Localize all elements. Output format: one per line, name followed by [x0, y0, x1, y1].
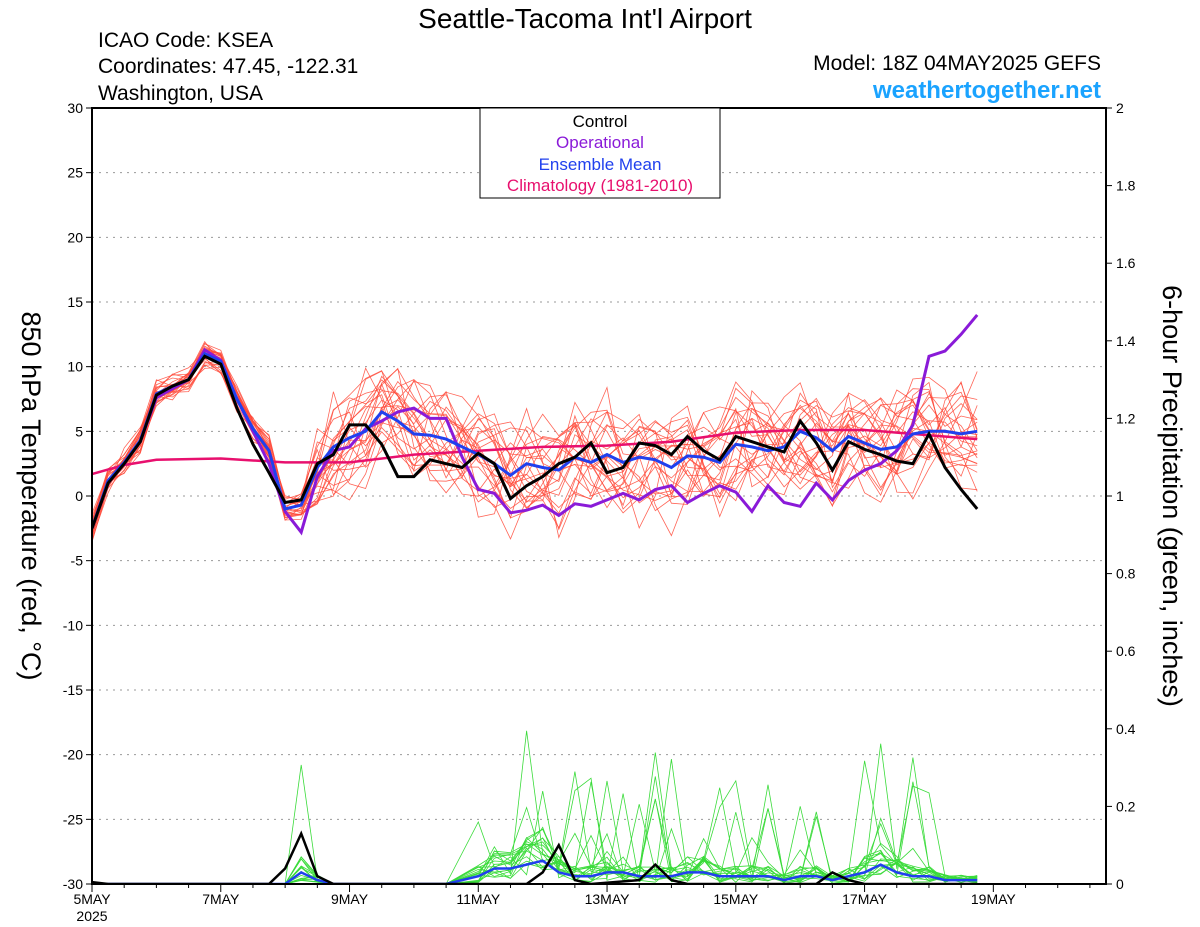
y-tick-label: 5 — [75, 423, 83, 439]
left-axis-label: 850 hPa Temperature (red, °C) — [16, 312, 46, 681]
region-label: Washington, USA — [98, 82, 263, 105]
y2-tick-label: 1.4 — [1116, 333, 1136, 349]
precip-member-line — [92, 752, 978, 884]
x-tick-label: 9MAY — [331, 891, 369, 907]
y2-tick-label: 0.8 — [1116, 566, 1136, 582]
y-tick-label: -15 — [63, 682, 83, 698]
precip-member-line — [92, 828, 978, 884]
y2-tick-label: 1.6 — [1116, 255, 1136, 271]
x-tick-label: 7MAY — [202, 891, 240, 907]
y2-tick-label: 1.8 — [1116, 178, 1136, 194]
coordinates: Coordinates: 47.45, -122.31 — [98, 55, 358, 78]
x-tick-label: 17MAY — [842, 891, 888, 907]
climatology-line — [92, 428, 978, 476]
y-tick-label: 0 — [75, 488, 83, 504]
temp-member-line — [92, 361, 978, 535]
y-tick-label: 10 — [67, 359, 83, 375]
x-tick-label: 5MAY — [73, 891, 111, 907]
temp-member-line — [92, 350, 978, 538]
y-tick-label: -25 — [63, 811, 83, 827]
y-tick-label: -10 — [63, 617, 83, 633]
precip-member-line — [92, 764, 978, 884]
control-line — [92, 354, 979, 529]
y2-tick-label: 2 — [1116, 100, 1124, 116]
legend-box — [479, 107, 721, 199]
model-label: Model: 18Z 04MAY2025 GEFS — [813, 52, 1101, 75]
precip-control-line — [92, 830, 978, 884]
precip-ensemble-mean-line — [92, 859, 978, 884]
left-axis-ticks: -30 -25 -20 -15 -10 -5 0 5 10 15 20 25 30 — [63, 100, 92, 892]
legend-control: Control — [573, 112, 628, 131]
y2-tick-label: 0 — [1116, 876, 1124, 892]
y-tick-label: 25 — [67, 165, 83, 181]
y2-tick-label: 1 — [1116, 488, 1124, 504]
ensemble-members — [92, 340, 978, 884]
y2-tick-label: 0.2 — [1116, 798, 1136, 814]
precip-member-line — [92, 841, 978, 884]
x-tick-label: 15MAY — [713, 891, 759, 907]
legend: Control Operational Ensemble Mean Climat… — [479, 107, 721, 199]
precip-member-line — [92, 730, 978, 884]
x-tick-label: 13MAY — [585, 891, 631, 907]
precip-member-line — [92, 808, 978, 884]
x-axis-ticks: 5MAY 7MAY 9MAY 11MAY 13MAY 15MAY 17MAY 19MAY 202… — [73, 884, 1091, 924]
y-tick-label: -30 — [63, 876, 83, 892]
y-tick-label: 15 — [67, 294, 83, 310]
legend-climatology: Climatology (1981-2010) — [507, 176, 693, 195]
y2-tick-label: 0.4 — [1116, 721, 1136, 737]
precip-member-line — [92, 806, 978, 884]
precip-member-line — [92, 771, 978, 884]
legend-operational: Operational — [556, 133, 644, 152]
temp-member-line — [92, 360, 978, 534]
chart-title: Seattle-Tacoma Int'l Airport — [418, 3, 752, 34]
temp-member-line — [92, 343, 978, 529]
y-tick-label: -5 — [71, 553, 84, 569]
icao-code: ICAO Code: KSEA — [98, 29, 273, 52]
right-axis-ticks: 0 0.2 0.4 0.6 0.8 1 1.2 1.4 1.6 1.8 2 — [1106, 100, 1136, 892]
temp-member-line — [92, 366, 978, 543]
series-lines — [92, 313, 979, 884]
y-tick-label: 30 — [67, 100, 83, 116]
y2-tick-label: 1.2 — [1116, 410, 1136, 426]
x-tick-label: 19MAY — [971, 891, 1017, 907]
operational-line — [92, 313, 979, 536]
x-year-label: 2025 — [76, 908, 107, 924]
grid — [92, 172, 1106, 820]
right-axis-label: 6-hour Precipitation (green, inches) — [1157, 285, 1187, 707]
y-tick-label: 20 — [67, 229, 83, 245]
x-tick-label: 11MAY — [456, 891, 500, 907]
y-tick-label: -20 — [63, 747, 83, 763]
ensemble-mean-line — [92, 351, 978, 529]
y2-tick-label: 0.6 — [1116, 643, 1136, 659]
legend-ensemble-mean: Ensemble Mean — [539, 155, 662, 174]
precip-member-line — [92, 777, 978, 884]
website-link[interactable]: weathertogether.net — [872, 77, 1101, 104]
